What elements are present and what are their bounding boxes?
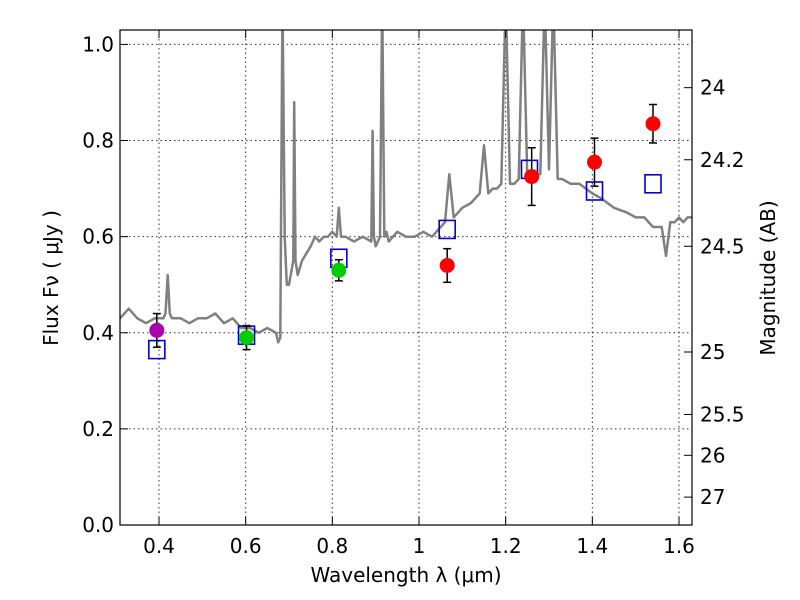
- y-tick-label: 0.6: [82, 225, 114, 249]
- plot-frame: [119, 29, 693, 526]
- x-tick-label: 0.8: [316, 534, 348, 558]
- x-tick-label: 1.6: [663, 534, 695, 558]
- right-tick-label: 27: [700, 485, 725, 509]
- model-square-marker: [644, 173, 662, 194]
- right-tick-label: 24.2: [700, 148, 745, 172]
- model-square-marker: [438, 219, 456, 240]
- right-tick-label: 25: [700, 340, 725, 364]
- right-axis-title: Magnitude (AB): [756, 200, 780, 355]
- x-tick-label: 0.4: [143, 534, 175, 558]
- y-tick-label: 0.0: [82, 513, 114, 537]
- tick-layer: 0.4 0.6 0.8 1 1.2 1.4 1.6 0.0 0.2 0.4 0.6 0.8 1.0 24 2…: [82, 30, 745, 558]
- x-tick-label: 0.6: [230, 534, 262, 558]
- x-tick-label: 1: [413, 534, 426, 558]
- x-axis-title: Wavelength λ (μm): [310, 563, 501, 587]
- y-tick-label: 0.2: [82, 417, 114, 441]
- right-tick-label: 26: [700, 443, 725, 467]
- spectrum-line: [120, 30, 692, 344]
- right-tick-label: 24: [700, 76, 725, 100]
- right-tick-label: 24.5: [700, 234, 745, 258]
- y-tick-label: 0.8: [82, 129, 114, 153]
- y-tick-label: 1.0: [82, 32, 114, 56]
- x-tick-label: 1.2: [490, 534, 522, 558]
- grid-layer: [120, 30, 692, 526]
- observed-circle-marker: [587, 154, 602, 170]
- observed-circle-marker: [645, 116, 661, 132]
- data-layer: [120, 30, 692, 360]
- right-tick-label: 25.5: [700, 402, 745, 426]
- x-tick-label: 1.4: [576, 534, 608, 558]
- observed-circle-marker: [439, 257, 455, 273]
- observed-circle-marker: [239, 330, 255, 346]
- y-tick-label: 0.4: [82, 321, 114, 345]
- y-axis-title: Flux Fν ( μJy ): [39, 210, 63, 346]
- observed-circle-marker: [331, 262, 347, 278]
- observed-circle-marker: [524, 169, 540, 185]
- observed-circle-marker: [149, 322, 165, 338]
